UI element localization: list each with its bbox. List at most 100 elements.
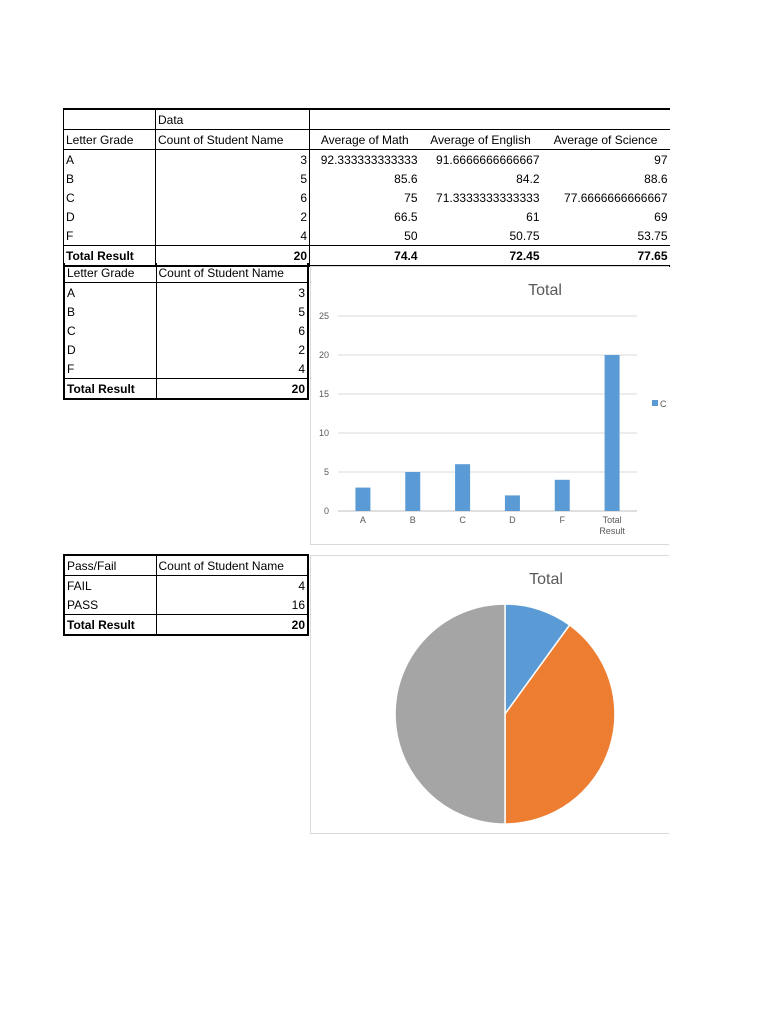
table-row: A 3 bbox=[64, 282, 308, 302]
header-count-student[interactable]: Count of Student Name bbox=[155, 555, 308, 576]
english-cell[interactable]: 50.75 bbox=[509, 229, 540, 243]
bar-total-result[interactable] bbox=[604, 355, 620, 511]
header-letter-grade[interactable]: Letter Grade bbox=[63, 129, 156, 150]
table-row: PASS 16 bbox=[64, 595, 308, 615]
bar-a[interactable] bbox=[355, 487, 371, 511]
legend-swatch bbox=[652, 400, 658, 406]
bar-c[interactable] bbox=[455, 464, 471, 511]
science-cell[interactable]: 53.75 bbox=[637, 229, 668, 243]
total-label[interactable]: Total Result bbox=[64, 378, 156, 399]
grade-averages-pivot-table: Data Letter Grade Count of Student Name … bbox=[63, 108, 670, 267]
blank-cell[interactable] bbox=[541, 108, 670, 130]
y-tick-label: 25 bbox=[319, 311, 329, 321]
count-cell[interactable]: 6 bbox=[155, 188, 310, 207]
y-tick-label: 15 bbox=[319, 389, 329, 399]
count-cell[interactable]: 5 bbox=[155, 302, 308, 321]
table-row: F 4 50 50.75 53.75 bbox=[63, 226, 670, 246]
y-tick-label: 20 bbox=[319, 350, 329, 360]
total-english[interactable]: 72.45 bbox=[419, 245, 542, 267]
x-tick-label: C bbox=[459, 515, 466, 525]
table-row: A 3 92.333333333333 91.6666666666667 97 bbox=[63, 149, 670, 169]
x-tick-label: A bbox=[360, 515, 366, 525]
table-row: FAIL 4 bbox=[64, 575, 308, 595]
header-average-science[interactable]: Average of Science bbox=[541, 129, 670, 150]
x-tick-label: Total bbox=[603, 515, 622, 525]
y-tick-label: 10 bbox=[319, 428, 329, 438]
count-cell[interactable]: 3 bbox=[155, 149, 310, 169]
blank-cell[interactable] bbox=[63, 108, 156, 130]
bar-d[interactable] bbox=[504, 495, 520, 511]
grade-cell[interactable]: F bbox=[63, 226, 156, 246]
total-science[interactable]: 77.65 bbox=[541, 245, 670, 267]
math-cell[interactable]: 50 bbox=[309, 226, 420, 246]
header-pass-fail[interactable]: Pass/Fail bbox=[67, 559, 117, 573]
table-row: F 4 bbox=[64, 359, 308, 379]
table-row: C 6 75 71.3333333333333 77.6666666666667 bbox=[63, 188, 670, 207]
science-cell[interactable]: 97 bbox=[541, 149, 670, 169]
header-average-math[interactable]: Average of Math bbox=[309, 129, 420, 150]
table-row: B 5 bbox=[64, 302, 308, 321]
bar-b[interactable] bbox=[405, 472, 421, 511]
grade-cell[interactable]: D bbox=[63, 207, 156, 226]
bar-f[interactable] bbox=[554, 479, 570, 511]
pie-slice-2[interactable] bbox=[504, 623, 616, 825]
pass-fail-pivot-table: Pass/Fail Count of Student Name FAIL 4 P… bbox=[63, 554, 309, 636]
science-cell[interactable]: 88.6 bbox=[644, 172, 668, 186]
total-count[interactable]: 20 bbox=[155, 378, 308, 399]
x-tick-label: D bbox=[509, 515, 516, 525]
math-cell[interactable]: 85.6 bbox=[309, 169, 420, 188]
count-cell[interactable]: 16 bbox=[155, 595, 308, 615]
english-cell[interactable]: 84.2 bbox=[516, 172, 540, 186]
count-cell[interactable]: 5 bbox=[155, 169, 310, 188]
count-cell[interactable]: 2 bbox=[155, 340, 308, 359]
grade-cell[interactable]: C bbox=[63, 188, 156, 207]
chart-title: Total bbox=[529, 571, 563, 588]
count-cell[interactable]: 6 bbox=[155, 321, 308, 340]
count-cell[interactable]: 4 bbox=[155, 226, 310, 246]
header-letter-grade[interactable]: Letter Grade bbox=[67, 266, 135, 280]
math-cell[interactable]: 75 bbox=[309, 188, 420, 207]
grade-cell[interactable]: F bbox=[67, 362, 75, 376]
pass-fail-cell[interactable]: PASS bbox=[67, 598, 99, 612]
math-cell[interactable]: 66.5 bbox=[309, 207, 420, 226]
grade-cell[interactable]: B bbox=[63, 169, 156, 188]
grade-cell[interactable]: C bbox=[67, 324, 76, 338]
x-tick-label: Result bbox=[599, 526, 625, 536]
grade-count-bar-chart[interactable]: Total 0 5 10 15 20 25 A B C D F Total Result C bbox=[310, 266, 669, 545]
grade-cell[interactable]: B bbox=[67, 305, 76, 319]
chart-title: Total bbox=[528, 282, 562, 299]
header-count-student[interactable]: Count of Student Name bbox=[155, 129, 310, 150]
science-cell[interactable]: 69 bbox=[654, 210, 668, 224]
grade-count-pivot-table: Letter Grade Count of Student Name A 3 B… bbox=[63, 263, 309, 400]
grade-cell[interactable]: D bbox=[67, 343, 76, 357]
english-cell[interactable]: 61 bbox=[526, 210, 540, 224]
count-cell[interactable]: 2 bbox=[155, 207, 310, 226]
science-cell[interactable]: 77.6666666666667 bbox=[564, 191, 668, 205]
header-count-student[interactable]: Count of Student Name bbox=[155, 263, 308, 283]
data-label[interactable]: Data bbox=[155, 108, 310, 130]
count-cell[interactable]: 3 bbox=[155, 282, 308, 302]
total-row: Total Result 20 bbox=[64, 378, 308, 399]
english-cell[interactable]: 91.6666666666667 bbox=[419, 149, 542, 169]
total-math[interactable]: 74.4 bbox=[309, 245, 420, 267]
grade-cell[interactable]: A bbox=[64, 282, 156, 302]
pass-fail-cell[interactable]: FAIL bbox=[64, 575, 156, 595]
pie-slice-3[interactable] bbox=[394, 603, 506, 825]
blank-cell[interactable] bbox=[309, 108, 420, 130]
english-cell[interactable]: 71.3333333333333 bbox=[436, 191, 540, 205]
total-count[interactable]: 20 bbox=[155, 614, 308, 635]
count-cell[interactable]: 4 bbox=[155, 575, 308, 595]
x-tick-label: F bbox=[560, 515, 566, 525]
blank-cell[interactable] bbox=[419, 108, 542, 130]
grade-cell[interactable]: A bbox=[63, 149, 156, 169]
count-cell[interactable]: 4 bbox=[155, 359, 308, 379]
header-average-english[interactable]: Average of English bbox=[419, 129, 542, 150]
total-label[interactable]: Total Result bbox=[63, 245, 156, 267]
total-label[interactable]: Total Result bbox=[64, 614, 156, 635]
table-row: D 2 66.5 61 69 bbox=[63, 207, 670, 226]
math-cell[interactable]: 92.333333333333 bbox=[309, 149, 420, 169]
total-row: Total Result 20 bbox=[64, 614, 308, 635]
table-row: D 2 bbox=[64, 340, 308, 359]
pass-fail-pie-chart[interactable]: Total bbox=[310, 555, 669, 834]
